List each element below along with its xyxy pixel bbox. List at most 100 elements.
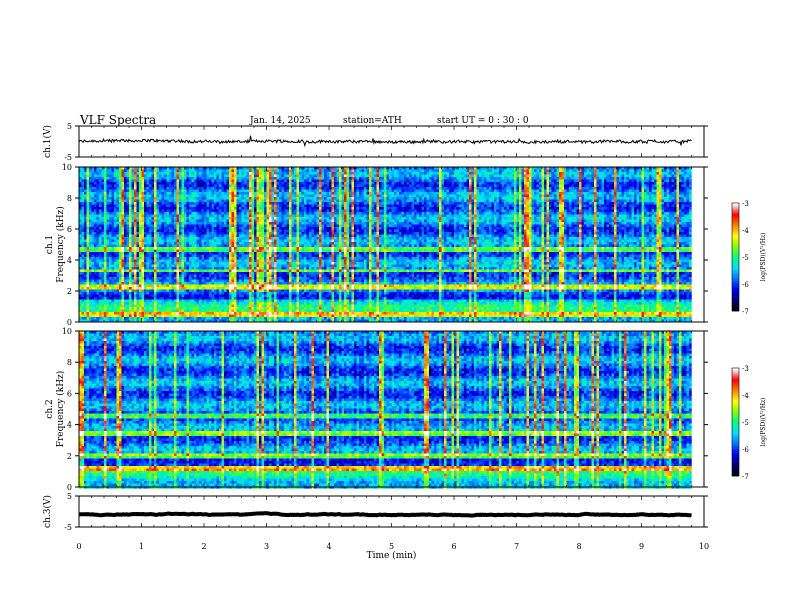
spectrogram-cell [529,187,532,190]
spectrogram-cell [324,212,327,215]
spectrogram-cell [189,202,192,205]
spectrogram-cell [624,202,627,205]
spectrogram-cell [124,195,127,198]
spectrogram-cell [277,172,280,175]
spectrogram-cell [327,210,330,213]
spectrogram-cell [167,185,170,188]
spectrogram-cell [542,200,545,203]
spectrogram-cell [592,215,595,218]
spectrogram-cell [474,170,477,173]
spectrogram-cell [274,207,277,210]
spectrogram-cell [209,195,212,198]
spectrogram-cell [314,175,317,178]
spectrogram-cell [339,212,342,215]
spectrogram-cell [354,182,357,185]
spectrogram-cell [657,177,660,180]
spectrogram-cell [479,187,482,190]
spectrogram-cell [147,200,150,203]
spectrogram-cell [417,200,420,203]
spectrogram-cell [599,192,602,195]
spectrogram-cell [547,210,550,213]
spectrogram-cell [604,192,607,195]
spectrogram-cell [132,195,135,198]
spectrogram-cell [114,212,117,215]
spectrogram-cell [372,210,375,213]
spectrogram-cell [329,175,332,178]
spectrogram-cell [104,187,107,190]
spectrogram-cell [172,192,175,195]
spectrogram-cell [679,197,682,200]
spectrogram-cell [559,197,562,200]
spectrogram-cell [444,190,447,193]
spectrogram-cell [397,215,400,218]
spectrogram-cell [162,207,165,210]
spectrogram-cell [362,187,365,190]
spectrogram-cell [599,215,602,218]
spectrogram-cell [437,192,440,195]
spectrogram-cell [677,197,680,200]
spectrogram-cell [117,192,120,195]
spectrogram-cell [287,202,290,205]
spectrogram-cell [504,170,507,173]
spectrogram-cell [252,195,255,198]
spectrogram-cell [634,190,637,193]
spectrogram-cell [517,200,520,203]
spectrogram-cell [494,175,497,178]
spectrogram-cell [364,210,367,213]
spectrogram-cell [104,207,107,210]
spectrogram-cell [359,195,362,198]
spectrogram-cell [109,172,112,175]
spectrogram-cell [419,195,422,198]
spectrogram-cell [399,192,402,195]
spectrogram-cell [269,192,272,195]
spectrogram-cell [419,212,422,215]
spectrogram-cell [682,180,685,183]
spectrogram-cell [612,185,615,188]
spectrogram-cell [597,202,600,205]
spectrogram-cell [252,175,255,178]
spectrogram-cell [509,202,512,205]
spectrogram-cell [682,200,685,203]
spectrogram-cell [389,205,392,208]
spectrogram-cell [304,175,307,178]
ch-waveform-line [79,136,692,146]
spectrogram-cell [597,205,600,208]
spectrogram-cell [354,187,357,190]
spectrogram-cell [174,187,177,190]
spectrogram-cell [492,207,495,210]
spectrogram-cell [344,177,347,180]
spectrogram-cell [459,205,462,208]
spectrogram-cell [459,212,462,215]
spectrogram-cell [654,172,657,175]
spectrogram-cell [174,212,177,215]
spectrogram-cell [612,187,615,190]
spectrogram-cell [384,207,387,210]
spectrogram-cell [299,187,302,190]
spectrogram-cell [227,202,230,205]
spectrogram-cell [667,205,670,208]
spectrogram-cell [547,177,550,180]
spectrogram-cell [282,210,285,213]
spectrogram-cell [247,185,250,188]
spectrogram-cell [339,187,342,190]
spectrogram-cell [459,197,462,200]
spectrogram-cell [317,205,320,208]
spectrogram-cell [217,195,220,198]
spectrogram-cell [624,170,627,173]
spectrogram-cell [474,197,477,200]
spectrogram-cell [199,187,202,190]
spectrogram-cell [417,215,420,218]
spectrogram-cell [117,207,120,210]
spectrogram-cell [227,210,230,213]
spectrogram-cell [192,212,195,215]
spectrogram-cell [284,192,287,195]
spectrogram-cell [317,195,320,198]
spectrogram-cell [637,207,640,210]
spectrogram-cell [479,175,482,178]
spectrogram-cell [442,185,445,188]
spectrogram-cell [627,205,630,208]
spectrogram-cell [292,175,295,178]
spectrogram-cell [519,207,522,210]
spectrogram-cell [684,200,687,203]
spectrogram-cell [202,195,205,198]
